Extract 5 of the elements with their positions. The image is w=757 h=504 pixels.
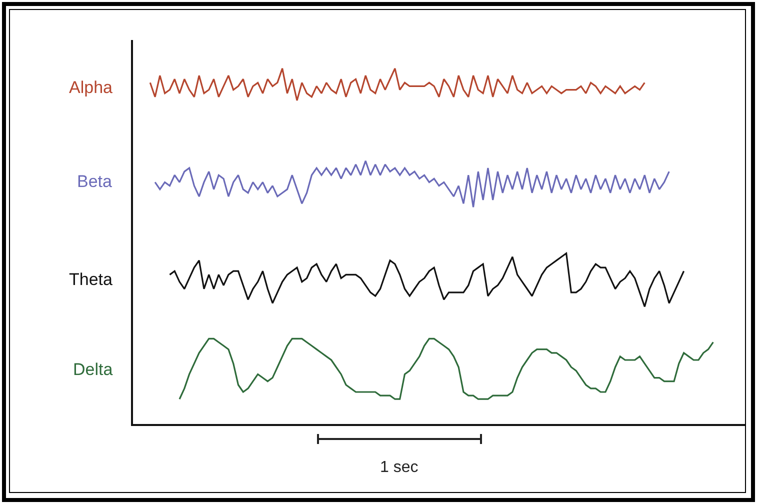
text: Delta xyxy=(73,360,114,379)
text: Theta xyxy=(69,270,114,289)
text: Alpha xyxy=(69,78,114,97)
text: Beta xyxy=(77,172,113,191)
text: 1 sec xyxy=(380,459,418,476)
